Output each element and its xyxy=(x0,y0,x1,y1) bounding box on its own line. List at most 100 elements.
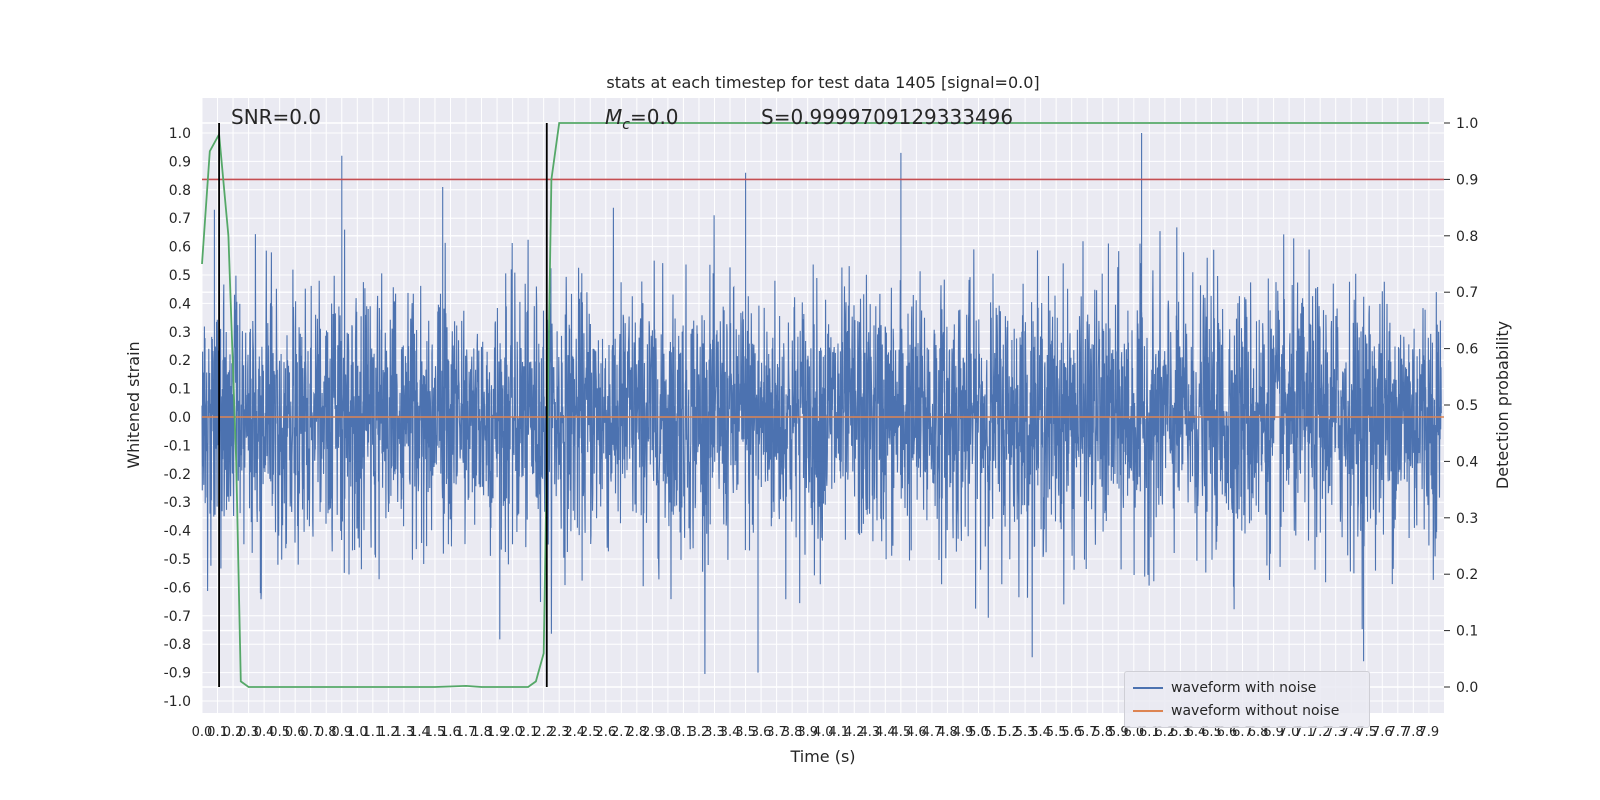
right-tick-label: 0.4 xyxy=(1456,454,1478,470)
x-axis-label: Time (s) xyxy=(789,747,855,766)
y-tick-label: 0.4 xyxy=(169,296,191,312)
y-tick-label: -0.7 xyxy=(164,609,191,625)
x-tick-label: 4.5 xyxy=(891,725,912,740)
x-tick-label: 5.1 xyxy=(984,725,1005,740)
right-tick-label: 0.1 xyxy=(1456,624,1478,640)
x-tick-label: 7.2 xyxy=(1310,725,1331,740)
x-tick-label: 0.8 xyxy=(316,725,337,740)
x-tick-label: 7.0 xyxy=(1279,725,1300,740)
x-tick-label: 2.1 xyxy=(518,725,539,740)
x-tick-label: 3.3 xyxy=(704,725,725,740)
x-tick-label: 0.0 xyxy=(192,725,213,740)
x-axis-ticks: 0.00.10.20.30.40.50.60.70.80.91.01.11.21… xyxy=(192,725,1440,740)
x-tick-label: 1.5 xyxy=(425,725,446,740)
legend-label-clean: waveform without noise xyxy=(1171,703,1340,719)
mc-annotation: Mc=0.0 xyxy=(605,105,679,133)
y-tick-label: 0.5 xyxy=(169,268,191,284)
right-tick-label: 1.0 xyxy=(1456,116,1478,132)
x-tick-label: 0.6 xyxy=(285,725,306,740)
right-tick-label: 0.0 xyxy=(1456,680,1478,696)
x-tick-label: 6.6 xyxy=(1217,725,1238,740)
x-tick-label: 6.5 xyxy=(1201,725,1222,740)
x-tick-label: 3.8 xyxy=(782,725,803,740)
x-tick-label: 4.8 xyxy=(937,725,958,740)
x-tick-label: 0.4 xyxy=(254,725,275,740)
chart-title: stats at each timestep for test data 140… xyxy=(606,73,1039,92)
noise-waveform xyxy=(201,133,1442,675)
y-tick-label: -0.9 xyxy=(164,666,191,682)
x-tick-label: 4.0 xyxy=(813,725,834,740)
legend-item-clean: waveform without noise xyxy=(1133,700,1339,722)
right-tick-label: 0.8 xyxy=(1456,229,1478,245)
y-tick-label: -0.2 xyxy=(164,467,191,483)
x-tick-label: 3.5 xyxy=(735,725,756,740)
right-tick-label: 0.3 xyxy=(1456,511,1478,527)
x-tick-label: 5.6 xyxy=(1061,725,1082,740)
x-tick-label: 2.4 xyxy=(564,725,585,740)
y-tick-label: -0.8 xyxy=(164,637,191,653)
x-tick-label: 3.1 xyxy=(673,725,694,740)
x-tick-label: 2.5 xyxy=(580,725,601,740)
x-tick-label: 3.0 xyxy=(658,725,679,740)
right-tick-label: 0.6 xyxy=(1456,342,1478,358)
mc-value: =0.0 xyxy=(630,105,679,129)
x-tick-label: 4.9 xyxy=(953,725,974,740)
x-tick-label: 6.9 xyxy=(1263,725,1284,740)
legend-label-noise: waveform with noise xyxy=(1171,680,1317,696)
x-tick-label: 7.9 xyxy=(1419,725,1440,740)
x-tick-label: 2.0 xyxy=(502,725,523,740)
x-tick-label: 3.7 xyxy=(766,725,787,740)
x-tick-label: 0.1 xyxy=(207,725,228,740)
x-tick-label: 2.2 xyxy=(533,725,554,740)
y-tick-label: 0.0 xyxy=(169,410,191,426)
x-tick-label: 6.0 xyxy=(1123,725,1144,740)
right-axis-label: Detection probability xyxy=(1493,321,1512,489)
right-tick-label: 0.5 xyxy=(1456,398,1478,414)
x-tick-label: 1.6 xyxy=(440,725,461,740)
x-tick-label: 3.9 xyxy=(797,725,818,740)
x-tick-label: 4.1 xyxy=(828,725,849,740)
legend-swatch-clean xyxy=(1133,710,1163,712)
x-tick-label: 4.4 xyxy=(875,725,896,740)
x-tick-label: 3.2 xyxy=(689,725,710,740)
x-tick-label: 5.0 xyxy=(968,725,989,740)
x-tick-label: 5.7 xyxy=(1077,725,1098,740)
x-tick-label: 6.2 xyxy=(1155,725,1176,740)
y-axis-label: Whitened strain xyxy=(124,341,143,468)
x-tick-label: 7.6 xyxy=(1372,725,1393,740)
mc-symbol: M xyxy=(605,105,622,129)
legend: waveform with noise waveform without noi… xyxy=(1124,671,1370,728)
y-tick-label: -0.5 xyxy=(164,552,191,568)
s-annotation: S=0.9999709129333496 xyxy=(761,105,1013,129)
x-tick-label: 5.5 xyxy=(1046,725,1067,740)
legend-swatch-noise xyxy=(1133,687,1163,689)
x-tick-label: 4.6 xyxy=(906,725,927,740)
legend-item-noise: waveform with noise xyxy=(1133,677,1316,699)
x-tick-label: 0.3 xyxy=(238,725,259,740)
x-tick-label: 7.7 xyxy=(1387,725,1408,740)
right-tick-label: 0.9 xyxy=(1456,172,1478,188)
x-tick-label: 6.4 xyxy=(1186,725,1207,740)
x-tick-label: 1.8 xyxy=(471,725,492,740)
x-tick-label: 3.4 xyxy=(720,725,741,740)
x-tick-label: 2.3 xyxy=(549,725,570,740)
x-tick-label: 2.9 xyxy=(642,725,663,740)
y-tick-label: 1.0 xyxy=(169,126,191,142)
x-tick-label: 4.7 xyxy=(922,725,943,740)
y-tick-label: 0.8 xyxy=(169,183,191,199)
x-tick-label: 7.5 xyxy=(1356,725,1377,740)
snr-annotation: SNR=0.0 xyxy=(231,105,321,129)
x-tick-label: 0.7 xyxy=(300,725,321,740)
y-tick-label: -0.3 xyxy=(164,495,191,511)
right-axis-ticks: 1.0 0.9 0.8 0.7 0.6 0.5 0.4 0.3 0.2 0.1 0.0 xyxy=(1444,116,1478,696)
x-tick-label: 7.4 xyxy=(1341,725,1362,740)
overlays xyxy=(201,122,1444,688)
x-tick-label: 0.5 xyxy=(269,725,290,740)
y-tick-label: 0.2 xyxy=(169,353,191,369)
x-tick-label: 5.9 xyxy=(1108,725,1129,740)
x-tick-label: 1.2 xyxy=(378,725,399,740)
x-tick-label: 7.1 xyxy=(1294,725,1315,740)
y-tick-label: -0.1 xyxy=(164,438,191,454)
x-tick-label: 0.9 xyxy=(331,725,352,740)
